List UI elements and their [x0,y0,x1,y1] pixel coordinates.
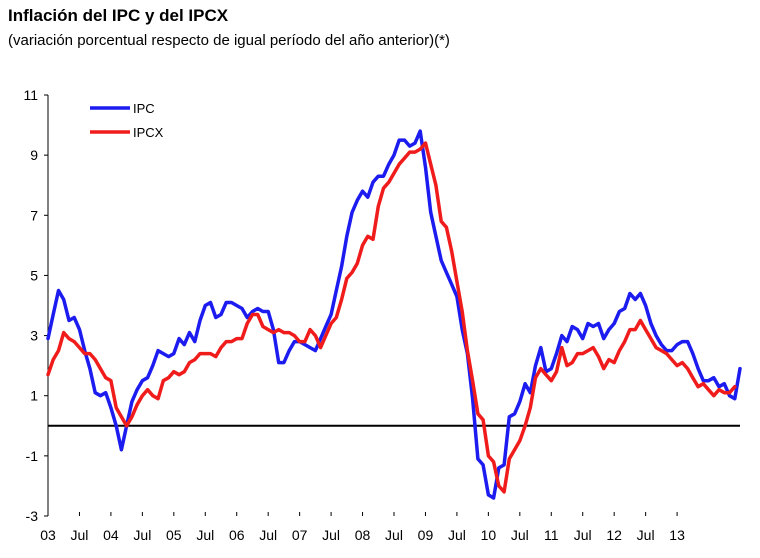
x-tick-label: 12 [606,527,622,543]
legend-label-ipc: IPC [133,101,155,116]
x-axis-ticks: 03 Jul 04 Jul 05 Jul 06 Jul 07 Jul 08 Jul 09 Jul 10 Jul… [40,512,685,543]
x-tick-label: Jul [259,527,277,543]
x-tick-label: Jul [574,527,592,543]
y-tick-label: 1 [30,388,38,404]
x-tick-label: Jul [196,527,214,543]
series-line-ipcx [46,141,737,494]
x-tick-label: 03 [40,527,56,543]
series-line-ipc [46,129,742,500]
x-tick-label: 13 [669,527,685,543]
y-tick-label: 9 [30,147,38,163]
x-tick-label: Jul [511,527,529,543]
y-tick-label: 11 [23,87,38,103]
x-tick-label: 04 [103,527,119,543]
x-tick-label: 08 [355,527,371,543]
y-tick-label: 7 [30,207,38,223]
legend: IPC IPCX [90,101,164,140]
y-tick-label: -1 [26,448,39,464]
y-tick-label: 3 [30,328,38,344]
x-tick-label: Jul [385,527,403,543]
x-tick-label: Jul [133,527,151,543]
y-tick-label: 5 [30,267,38,283]
x-tick-label: 09 [418,527,434,543]
chart-subtitle: (variación porcentual respecto de igual … [8,32,450,49]
x-tick-label: 05 [166,527,182,543]
y-axis-ticks: 11 9 7 5 3 1 -1 -3 [23,87,48,524]
x-tick-label: Jul [322,527,340,543]
legend-label-ipcx: IPCX [133,125,164,140]
x-tick-label: 06 [229,527,245,543]
y-tick-label: -3 [26,508,39,524]
x-tick-label: 10 [481,527,497,543]
x-tick-label: Jul [448,527,466,543]
axes [47,95,740,516]
x-tick-label: 07 [292,527,308,543]
x-tick-label: Jul [71,527,89,543]
x-tick-label: Jul [637,527,655,543]
x-tick-label: 11 [544,527,559,543]
series-lines [46,129,742,500]
chart-title: Inflación del IPC y del IPCX [8,6,229,25]
